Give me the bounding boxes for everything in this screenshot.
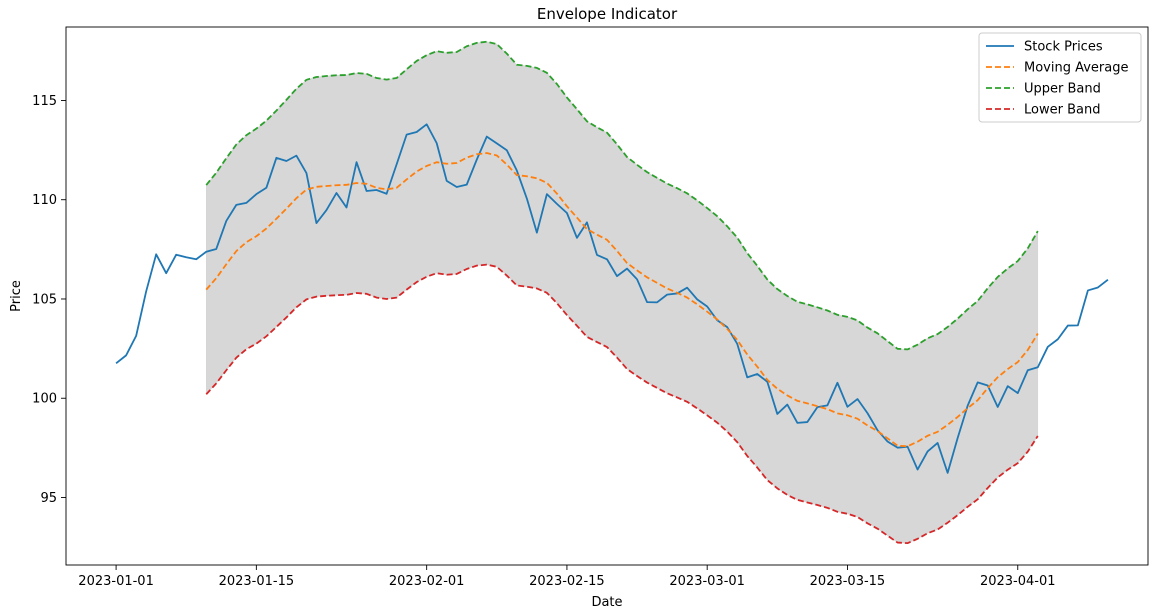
y-tick-label: 105 bbox=[32, 292, 57, 307]
legend-label-moving-average: Moving Average bbox=[1024, 61, 1128, 76]
x-tick-label: 2023-01-15 bbox=[219, 574, 295, 589]
x-tick-label: 2023-03-01 bbox=[669, 574, 745, 589]
series-layer bbox=[115, 40, 1109, 545]
x-axis-label: Date bbox=[591, 595, 622, 609]
plot-area bbox=[65, 26, 1149, 566]
legend: Stock Prices Moving Average Upper Band Lowe… bbox=[978, 32, 1142, 123]
y-axis-ticks: 95 100 105 110 115 bbox=[32, 94, 66, 506]
legend-box bbox=[978, 32, 1142, 123]
chart-title: Envelope Indicator bbox=[537, 5, 678, 23]
plot-border bbox=[65, 26, 1149, 566]
y-axis-label: Price bbox=[9, 280, 24, 312]
x-axis-ticks: 2023-01-01 2023-01-15 2023-02-01 2023-02-15… bbox=[78, 565, 1056, 589]
y-tick-label: 110 bbox=[32, 193, 57, 208]
x-tick-label: 2023-01-01 bbox=[78, 574, 154, 589]
x-tick-label: 2023-03-15 bbox=[810, 574, 886, 589]
y-tick-label: 115 bbox=[32, 94, 57, 109]
legend-label-lower-band: Lower Band bbox=[1024, 103, 1100, 118]
series-line-upper-band bbox=[205, 40, 1039, 351]
x-tick-label: 2023-04-01 bbox=[980, 574, 1056, 589]
x-tick-label: 2023-02-01 bbox=[389, 574, 465, 589]
series-line-stock-prices bbox=[115, 123, 1109, 474]
x-tick-label: 2023-02-15 bbox=[529, 574, 605, 589]
series-line-moving-average bbox=[205, 152, 1039, 448]
y-tick-label: 100 bbox=[32, 392, 57, 407]
legend-label-stock-prices: Stock Prices bbox=[1024, 40, 1103, 55]
series-line-lower-band bbox=[205, 263, 1039, 545]
legend-label-upper-band: Upper Band bbox=[1024, 82, 1101, 97]
y-tick-label: 95 bbox=[40, 491, 57, 506]
